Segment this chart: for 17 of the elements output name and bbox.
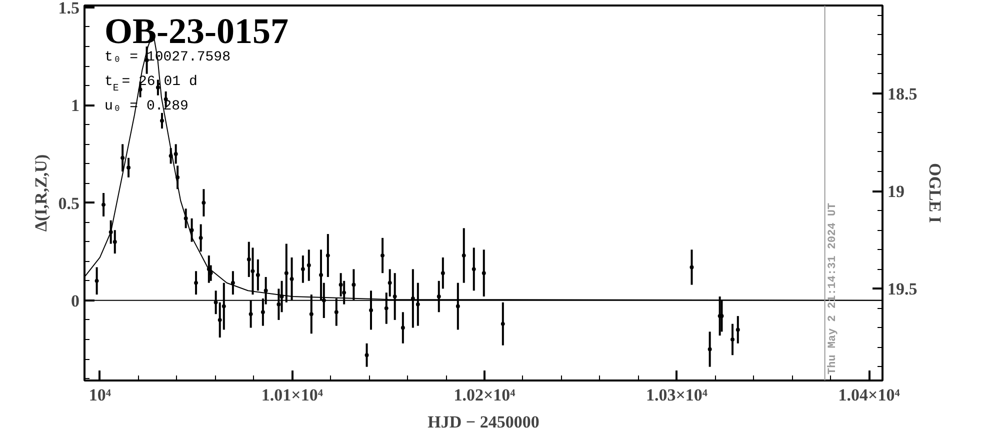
- y2-tick-label: 18.5: [888, 84, 918, 104]
- y2-axis-title: OGLE I: [925, 163, 944, 224]
- x-axis-title: HJD − 2450000: [428, 412, 540, 432]
- x-tick-label: 1.03×10⁴: [646, 386, 708, 404]
- x-tick-label: 1.04×10⁴: [838, 386, 900, 404]
- annotation: Thu May 2 21:14:31 2024 UT: [826, 202, 839, 374]
- y2-tick-label: 19: [888, 182, 904, 202]
- y-axis-title: Δ(I,R,Z,U): [31, 154, 50, 232]
- x-tick-label: 10⁴: [88, 386, 111, 404]
- y-tick-label: 1.5: [58, 0, 80, 18]
- x-tick-label: 1.02×10⁴: [454, 386, 516, 404]
- y-tick-label: 1: [71, 96, 80, 116]
- y-tick-label: 0: [71, 291, 80, 310]
- x-tick-label: 1.01×10⁴: [261, 386, 323, 404]
- y-tick-label: 0.5: [58, 194, 80, 213]
- y2-tick-label: 19.5: [888, 280, 918, 299]
- chart-title: OB-23-0157: [104, 11, 288, 52]
